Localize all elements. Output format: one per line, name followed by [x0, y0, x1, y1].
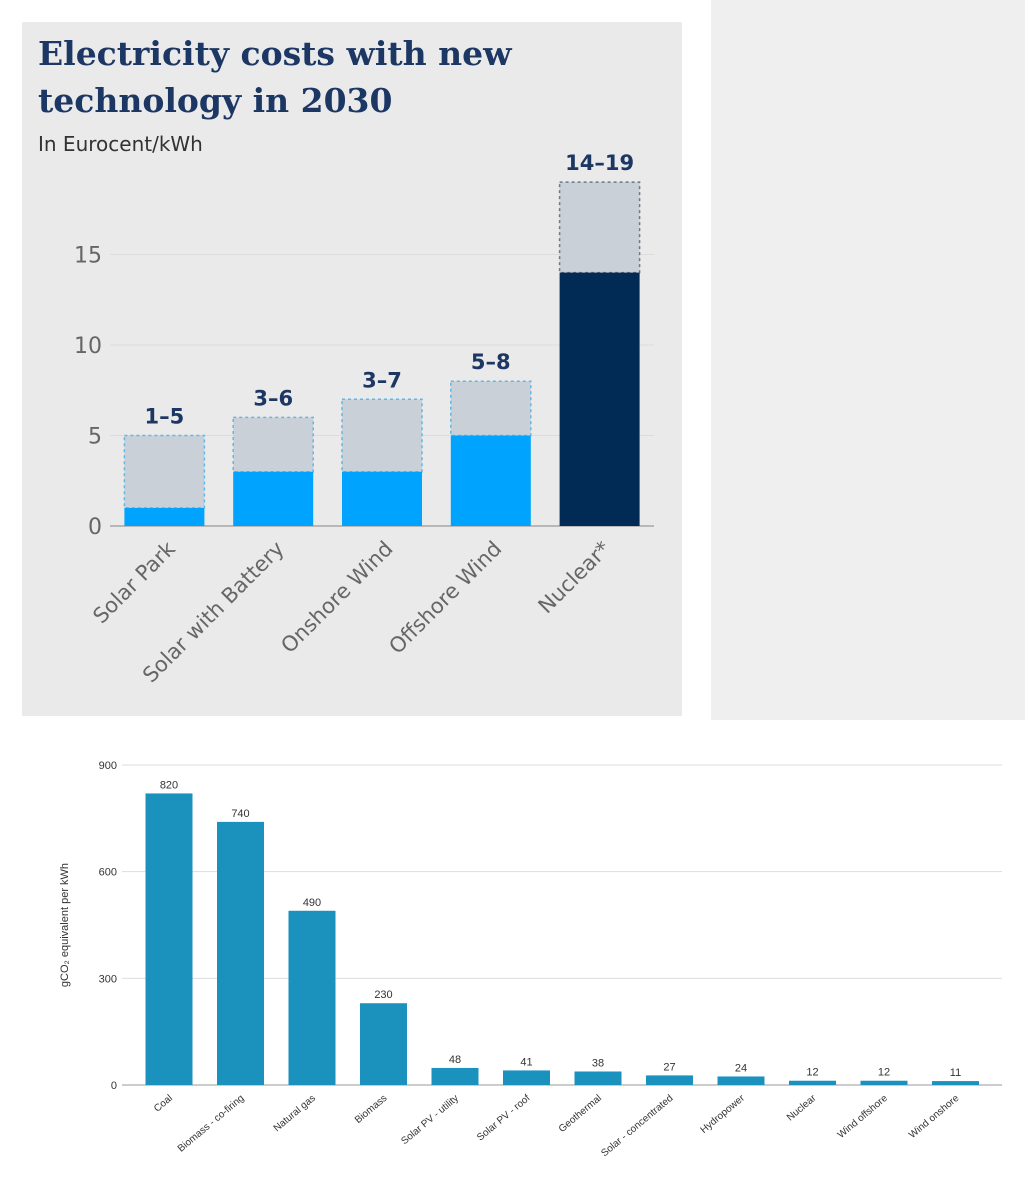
emissions-value-label: 27 — [663, 1061, 675, 1073]
cost-range-label: 14–19 — [565, 151, 634, 175]
cost-x-tick-label: Nuclear* — [534, 537, 616, 619]
emissions-x-tick-label: Wind offshore — [836, 1093, 891, 1141]
cost-y-tick-label: 5 — [88, 425, 102, 450]
emissions-x-tick-label: Wind onshore — [907, 1093, 962, 1141]
cost-range-label: 3–7 — [362, 368, 402, 392]
emissions-value-label: 490 — [303, 897, 321, 909]
emissions-x-tick-label: Geothermal — [557, 1093, 604, 1135]
emissions-x-tick-label: Hydropower — [699, 1092, 748, 1136]
emissions-bar — [288, 910, 336, 1085]
emissions-value-label: 12 — [878, 1067, 890, 1079]
emissions-bar — [860, 1080, 908, 1085]
cost-low-bar — [124, 507, 205, 526]
emissions-x-tick-label: Solar PV - utility — [399, 1093, 461, 1147]
cost-y-tick-label: 10 — [74, 334, 102, 359]
cost-x-tick-label: Onshore Wind — [276, 537, 397, 658]
emissions-bar — [360, 1003, 407, 1085]
emissions-value-label: 230 — [374, 989, 392, 1001]
emissions-x-tick-label: Solar - concentrated — [599, 1093, 675, 1159]
emissions-x-tick-label: Solar PV - roof — [475, 1093, 532, 1144]
emissions-value-label: 41 — [520, 1056, 532, 1068]
emissions-bar — [145, 793, 193, 1085]
emissions-x-tick-label: Biomass — [353, 1093, 389, 1126]
cost-chart-card: Electricity costs with new technology in… — [22, 22, 682, 716]
cost-range-label: 1–5 — [145, 405, 185, 429]
emissions-bar — [431, 1067, 479, 1085]
cost-range-bar — [450, 380, 532, 437]
cost-low-bar — [559, 272, 640, 526]
emissions-value-label: 12 — [806, 1067, 818, 1079]
emissions-x-tick-label: Nuclear — [785, 1092, 819, 1123]
cost-range-label: 5–8 — [471, 350, 511, 374]
emissions-bar — [717, 1076, 765, 1085]
emissions-value-label: 48 — [449, 1054, 461, 1066]
emissions-value-label: 740 — [231, 808, 249, 820]
emissions-y-tick-label: 600 — [99, 867, 117, 879]
cost-low-bar — [450, 435, 531, 526]
cost-low-bar — [342, 471, 422, 526]
emissions-x-tick-label: Coal — [152, 1093, 175, 1115]
cost-range-bar — [558, 181, 641, 274]
emissions-y-tick-label: 300 — [99, 973, 117, 985]
emissions-bar — [574, 1071, 622, 1085]
emissions-value-label: 24 — [735, 1062, 747, 1074]
cost-chart-title: Electricity costs with new technology in… — [38, 34, 512, 120]
emissions-chart-card: 0 300 600 900 gCO₂ equivalent per kWh 820 Coal… — [0, 720, 1025, 1194]
emissions-bar — [503, 1070, 550, 1085]
emissions-x-tick-label: Biomass - co-firing — [176, 1093, 247, 1155]
cost-x-tick-label: Offshore Wind — [384, 537, 506, 659]
emissions-y-axis-title: gCO₂ equivalent per kWh — [59, 863, 71, 987]
cost-low-bar — [233, 471, 314, 526]
emissions-bar — [789, 1080, 836, 1085]
emissions-bar — [932, 1081, 979, 1085]
cost-y-tick-label: 0 — [88, 515, 102, 540]
cost-y-tick-label: 15 — [74, 244, 102, 269]
emissions-y-tick-label: 0 — [111, 1080, 117, 1092]
cost-range-bar — [123, 434, 206, 509]
emissions-y-tick-label: 900 — [99, 760, 117, 772]
emissions-x-tick-label: Natural gas — [272, 1093, 318, 1134]
top-panel: Electricity costs with new technology in… — [0, 0, 711, 720]
emissions-value-label: 820 — [160, 779, 178, 791]
emissions-bar — [217, 821, 264, 1085]
cost-x-tick-label: Solar Park — [88, 536, 180, 628]
cost-range-label: 3–6 — [253, 386, 293, 410]
emissions-value-label: 11 — [950, 1067, 961, 1079]
emissions-chart-plot: 0 300 600 900 gCO₂ equivalent per kWh 820 Coal… — [59, 760, 1002, 1159]
cost-chart-subtitle: In Eurocent/kWh — [38, 132, 203, 156]
emissions-value-label: 38 — [592, 1057, 604, 1069]
emissions-bar — [646, 1075, 693, 1085]
cost-range-bar — [341, 398, 423, 473]
cost-range-bar — [232, 416, 314, 473]
